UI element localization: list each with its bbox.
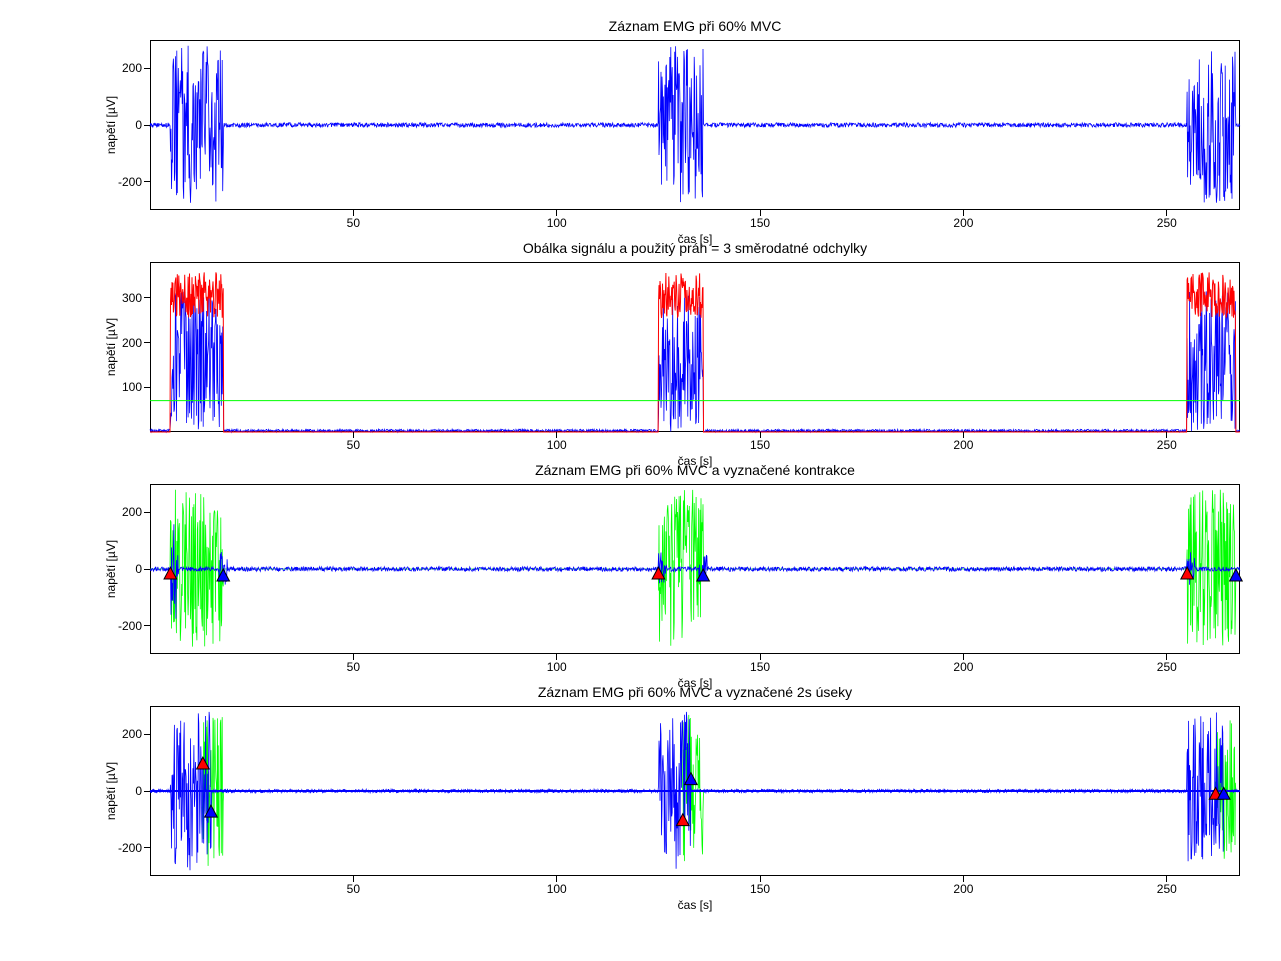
subplot-3-ylabel: napětí [µV]	[104, 540, 118, 598]
xtick-label: 100	[547, 438, 567, 452]
ytick-label: 200	[122, 727, 142, 741]
subplot-2-ylabel: napětí [µV]	[104, 318, 118, 376]
xtick-label: 100	[547, 660, 567, 674]
ytick-label: 200	[122, 61, 142, 75]
subplot-1-plot	[150, 40, 1240, 210]
ytick-label: 100	[122, 380, 142, 394]
xtick-label: 200	[953, 660, 973, 674]
marker-triangle	[1230, 569, 1243, 581]
xtick-label: 250	[1157, 882, 1177, 896]
subplot-2: Obálka signálu a použitý práh = 3 směrod…	[150, 262, 1240, 432]
xtick-label: 100	[547, 216, 567, 230]
xtick-label: 150	[750, 882, 770, 896]
subplot-4-xlabel: čas [s]	[150, 898, 1240, 912]
xtick-label: 50	[347, 216, 360, 230]
subplot-4-plot	[150, 706, 1240, 876]
ytick-label: 0	[135, 562, 142, 576]
xtick-label: 200	[953, 216, 973, 230]
series-emg_raw	[150, 46, 1240, 203]
xtick-label: 50	[347, 660, 360, 674]
ytick-label: 200	[122, 336, 142, 350]
ytick-label: 300	[122, 291, 142, 305]
ytick-label: 0	[135, 118, 142, 132]
xtick-label: 200	[953, 882, 973, 896]
subplot-2-title: Obálka signálu a použitý práh = 3 směrod…	[150, 240, 1240, 256]
subplot-3-plot	[150, 484, 1240, 654]
xtick-label: 200	[953, 438, 973, 452]
subplot-2-plot	[150, 262, 1240, 432]
xtick-label: 250	[1157, 438, 1177, 452]
ytick-label: -200	[118, 175, 142, 189]
subplot-4-ylabel: napětí [µV]	[104, 762, 118, 820]
xtick-label: 50	[347, 438, 360, 452]
ytick-label: 200	[122, 505, 142, 519]
subplot-1: Záznam EMG při 60% MVC napětí [µV] čas […	[150, 40, 1240, 210]
subplot-4: Záznam EMG při 60% MVC a vyznačené 2s ús…	[150, 706, 1240, 876]
ytick-label: -200	[118, 841, 142, 855]
subplot-4-title: Záznam EMG při 60% MVC a vyznačené 2s ús…	[150, 684, 1240, 700]
subplot-1-ylabel: napětí [µV]	[104, 96, 118, 154]
subplot-3: Záznam EMG při 60% MVC a vyznačené kontr…	[150, 484, 1240, 654]
figure: Záznam EMG při 60% MVC napětí [µV] čas […	[0, 0, 1281, 961]
xtick-label: 50	[347, 882, 360, 896]
ytick-label: -200	[118, 619, 142, 633]
subplot-3-title: Záznam EMG při 60% MVC a vyznačené kontr…	[150, 462, 1240, 478]
xtick-label: 250	[1157, 216, 1177, 230]
ytick-label: 0	[135, 784, 142, 798]
xtick-label: 250	[1157, 660, 1177, 674]
subplot-1-title: Záznam EMG při 60% MVC	[150, 18, 1240, 34]
xtick-label: 150	[750, 216, 770, 230]
xtick-label: 150	[750, 438, 770, 452]
xtick-label: 100	[547, 882, 567, 896]
xtick-label: 150	[750, 660, 770, 674]
